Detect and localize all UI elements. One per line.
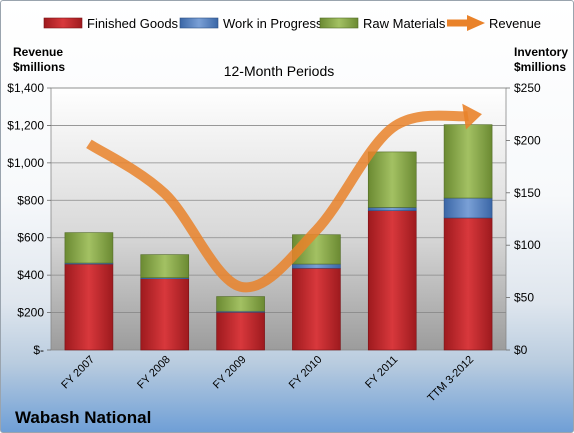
category-label: FY 2010: [287, 354, 325, 392]
right-axis: $0 $50 $100 $150 $200 $250: [506, 81, 541, 357]
right-tick-label: $50: [514, 291, 534, 305]
legend-label-revenue: Revenue: [489, 16, 541, 31]
legend-swatch-finished-goods: [43, 17, 83, 29]
category-label: FY 2011: [363, 354, 400, 391]
bar-finished-goods: [443, 217, 493, 351]
category-label: FY 2007: [59, 354, 97, 392]
left-tick-label: $400: [17, 268, 44, 282]
legend-item-finished-goods: Finished Goods: [43, 16, 179, 31]
bar-raw-materials: [443, 124, 493, 199]
revenue-line-layer: [86, 103, 482, 293]
left-tick-label: $1,000: [7, 156, 44, 170]
category-label: TTM 3-2012: [425, 354, 476, 405]
plot-area: [50, 87, 507, 351]
legend-label-raw-materials: Raw Materials: [363, 16, 446, 31]
bar-finished-goods: [64, 263, 114, 351]
bar-work-in-progress: [443, 197, 493, 219]
left-tick-label: $1,200: [7, 118, 44, 132]
right-axis-title-line2: $millions: [514, 60, 566, 74]
bar-finished-goods: [292, 267, 341, 351]
legend: Finished Goods Work in Progress Raw Mate…: [43, 15, 541, 31]
left-axis-title-line1: Revenue: [13, 45, 63, 59]
bar-finished-goods: [140, 278, 190, 351]
revenue-line: [86, 110, 469, 293]
left-tick-label: $600: [17, 231, 44, 245]
revenue-arrowhead: [462, 103, 482, 130]
bar-raw-materials: [64, 232, 114, 264]
bar-work-in-progress: [367, 207, 417, 211]
right-axis-title-line1: Inventory: [514, 45, 568, 59]
left-axis-title-line2: $millions: [13, 60, 65, 74]
category-label: FY 2008: [135, 354, 173, 392]
category-label: FY 2009: [211, 354, 249, 392]
legend-item-revenue: Revenue: [447, 15, 541, 31]
legend-label-work-in-progress: Work in Progress: [223, 16, 323, 31]
bar-raw-materials: [367, 151, 417, 208]
left-tick-label: $1,400: [7, 81, 44, 95]
bar-raw-materials: [140, 254, 190, 278]
bars: [64, 124, 493, 351]
legend-item-raw-materials: Raw Materials: [319, 16, 446, 31]
left-tick-label: $800: [17, 193, 44, 207]
bar-work-in-progress: [292, 263, 341, 269]
right-tick-label: $250: [514, 81, 541, 95]
right-tick-label: $100: [514, 238, 541, 252]
right-tick-label: $200: [514, 133, 541, 147]
bar-raw-materials: [216, 296, 265, 312]
chart-subtitle: 12-Month Periods: [224, 63, 335, 79]
legend-swatch-raw-materials: [319, 17, 359, 29]
x-axis: FY 2007 FY 2008 FY 2009 FY 2010 FY 2011 TTM 3…: [59, 354, 476, 405]
company-name: Wabash National: [15, 408, 151, 427]
right-tick-label: $0: [514, 343, 528, 357]
bar-finished-goods: [367, 210, 417, 351]
legend-item-work-in-progress: Work in Progress: [179, 16, 323, 31]
legend-label-finished-goods: Finished Goods: [87, 16, 179, 31]
left-tick-label: $-: [33, 343, 44, 357]
left-axis: $- $200 $400 $600 $800 $1,000 $1,200 $1,400: [7, 81, 51, 357]
bar-finished-goods: [216, 311, 265, 351]
legend-swatch-work-in-progress: [179, 17, 219, 29]
right-tick-label: $150: [514, 186, 541, 200]
left-tick-label: $200: [17, 306, 44, 320]
legend-arrow-head-revenue: [467, 15, 485, 31]
